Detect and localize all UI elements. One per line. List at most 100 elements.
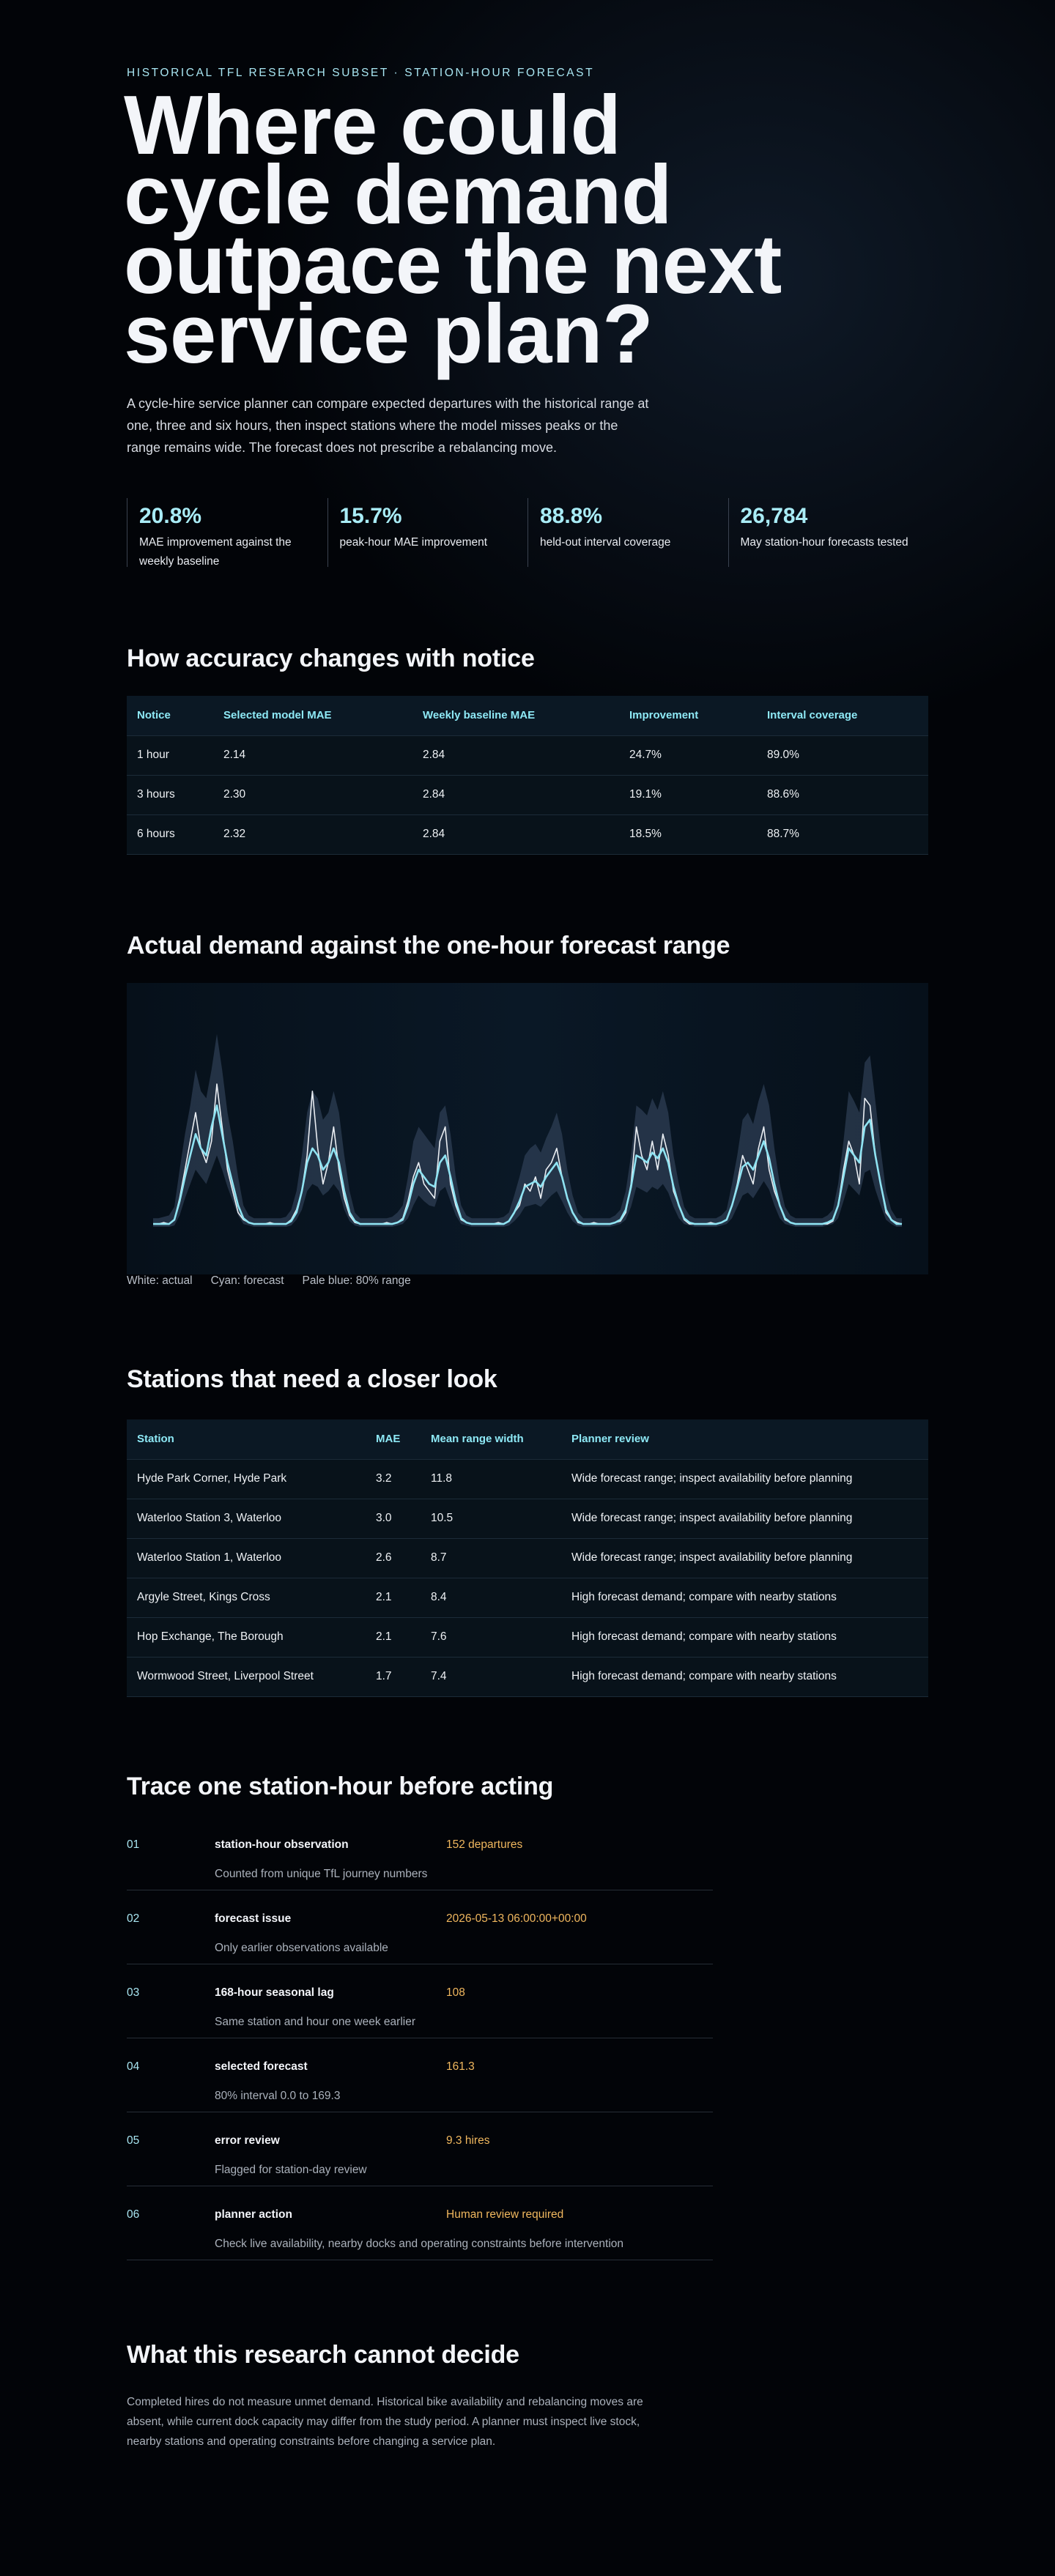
step-name: station-hour observation (215, 1838, 349, 1851)
stat-peak-hour: 15.7% peak-hour MAE improvement (327, 498, 528, 567)
table-cell: 2.14 (213, 735, 412, 775)
column-header: Notice (127, 696, 213, 735)
table-cell: Waterloo Station 1, Waterloo (127, 1537, 366, 1578)
table-cell: 88.7% (757, 814, 928, 855)
forecast-chart-panel (127, 983, 928, 1274)
table-row: 6 hours 2.32 2.84 18.5% 88.7% (127, 814, 928, 855)
table-cell: 89.0% (757, 735, 928, 775)
accuracy-heading: How accuracy changes with notice (127, 645, 535, 672)
table-row: 1 hour 2.14 2.84 24.7% 89.0% (127, 735, 928, 775)
table-cell: 7.4 (421, 1656, 561, 1697)
step-value: 152 departures (446, 1838, 523, 1851)
stat-value: 20.8% (139, 504, 202, 528)
step-name: error review (215, 2134, 280, 2147)
trace-step: 04 selected forecast 161.3 80% interval … (127, 2038, 713, 2112)
step-number: 03 (127, 1986, 140, 1999)
legend-forecast: Cyan: forecast (210, 1274, 284, 1287)
column-header: Planner review (561, 1419, 928, 1459)
step-name: planner action (215, 2208, 292, 2221)
legend-range: Pale blue: 80% range (302, 1274, 411, 1287)
stat-coverage: 88.8% held-out interval coverage (528, 498, 728, 567)
legend-actual: White: actual (127, 1274, 193, 1287)
stations-heading: Stations that need a closer look (127, 1365, 497, 1393)
table-row: Wormwood Street, Liverpool Street 1.7 7.… (127, 1656, 928, 1697)
table-cell: 3.0 (366, 1498, 421, 1538)
table-cell: 6 hours (127, 814, 213, 855)
table-row: Waterloo Station 3, Waterloo 3.0 10.5 Wi… (127, 1498, 928, 1538)
table-cell: High forecast demand; compare with nearb… (561, 1656, 928, 1697)
limits-paragraph: Completed hires do not measure unmet dem… (127, 2396, 643, 2448)
table-header-row: Notice Selected model MAE Weekly baselin… (127, 696, 928, 735)
trace-step: 01 station-hour observation 152 departur… (127, 1816, 713, 1890)
column-header: Interval coverage (757, 696, 928, 735)
stats-row: 20.8% MAE improvement against the weekly… (127, 498, 928, 568)
chart-legend: White: actual Cyan: forecast Pale blue: … (127, 1274, 411, 1288)
step-value: 108 (446, 1986, 465, 1999)
table-cell: Waterloo Station 3, Waterloo (127, 1498, 366, 1538)
series-range-band (153, 1033, 902, 1227)
series-forecast-line (153, 1105, 902, 1225)
step-number: 01 (127, 1838, 140, 1851)
table-cell: 18.5% (619, 814, 757, 855)
table-cell: 2.6 (366, 1537, 421, 1578)
table-cell: Wormwood Street, Liverpool Street (127, 1656, 366, 1697)
column-header: Weekly baseline MAE (412, 696, 619, 735)
stations-table: Station MAE Mean range width Planner rev… (127, 1419, 928, 1697)
trace-step: 02 forecast issue 2026-05-13 06:00:00+00… (127, 1890, 713, 1964)
table-row: Argyle Street, Kings Cross 2.1 8.4 High … (127, 1577, 928, 1617)
table-cell: Wide forecast range; inspect availabilit… (561, 1498, 928, 1538)
table-cell: 2.1 (366, 1617, 421, 1657)
trace-steps: 01 station-hour observation 152 departur… (127, 1816, 713, 2260)
step-note: Check live availability, nearby docks an… (215, 2238, 624, 2250)
stat-label: May station-hour forecasts tested (740, 536, 908, 549)
column-header: Station (127, 1419, 366, 1459)
table-cell: 1 hour (127, 735, 213, 775)
accuracy-table: Notice Selected model MAE Weekly baselin… (127, 696, 928, 855)
forecast-chart (153, 1033, 903, 1227)
table-cell: 24.7% (619, 735, 757, 775)
step-note: 80% interval 0.0 to 169.3 (215, 2090, 341, 2102)
stat-label: peak-hour MAE improvement (339, 536, 488, 549)
table-cell: 2.32 (213, 814, 412, 855)
trace-step: 06 planner action Human review required … (127, 2186, 713, 2260)
stat-value: 15.7% (339, 504, 402, 528)
table-row: Waterloo Station 1, Waterloo 2.6 8.7 Wid… (127, 1537, 928, 1578)
table-cell: Hop Exchange, The Borough (127, 1617, 366, 1657)
step-value: 9.3 hires (446, 2134, 490, 2147)
stat-mae-improvement: 20.8% MAE improvement against the weekly… (127, 498, 327, 568)
table-cell: 10.5 (421, 1498, 561, 1538)
table-cell: 3.2 (366, 1458, 421, 1499)
table-cell: High forecast demand; compare with nearb… (561, 1577, 928, 1617)
table-row: Hyde Park Corner, Hyde Park 3.2 11.8 Wid… (127, 1458, 928, 1499)
stat-label: MAE improvement against the weekly basel… (139, 536, 292, 568)
table-cell: 7.6 (421, 1617, 561, 1657)
table-cell: 8.7 (421, 1537, 561, 1578)
step-name: 168-hour seasonal lag (215, 1986, 334, 1999)
table-cell: Argyle Street, Kings Cross (127, 1577, 366, 1617)
stat-value: 88.8% (540, 504, 603, 528)
table-cell: 3 hours (127, 774, 213, 814)
table-cell: 2.30 (213, 774, 412, 814)
stat-value: 26,784 (740, 504, 808, 528)
table-cell: 88.6% (757, 774, 928, 814)
step-value: Human review required (446, 2208, 564, 2221)
chart-heading: Actual demand against the one-hour forec… (127, 932, 730, 959)
step-number: 02 (127, 1912, 140, 1925)
page-title: Where could cycle demand outpace the nex… (124, 79, 782, 381)
table-row: Hop Exchange, The Borough 2.1 7.6 High f… (127, 1617, 928, 1657)
step-name: selected forecast (215, 2060, 308, 2073)
column-header: Mean range width (421, 1419, 561, 1459)
table-cell: 11.8 (421, 1458, 561, 1499)
step-number: 04 (127, 2060, 140, 2073)
step-number: 06 (127, 2208, 140, 2221)
table-cell: 2.84 (412, 814, 619, 855)
step-note: Flagged for station-day review (215, 2164, 367, 2176)
table-cell: Hyde Park Corner, Hyde Park (127, 1458, 366, 1499)
eyebrow: HISTORICAL TFL RESEARCH SUBSET · STATION… (127, 67, 595, 79)
trace-step: 05 error review 9.3 hires Flagged for st… (127, 2112, 713, 2186)
table-cell: 2.84 (412, 774, 619, 814)
step-value: 161.3 (446, 2060, 475, 2073)
table-cell: High forecast demand; compare with nearb… (561, 1617, 928, 1657)
column-header: Improvement (619, 696, 757, 735)
table-cell: Wide forecast range; inspect availabilit… (561, 1537, 928, 1578)
